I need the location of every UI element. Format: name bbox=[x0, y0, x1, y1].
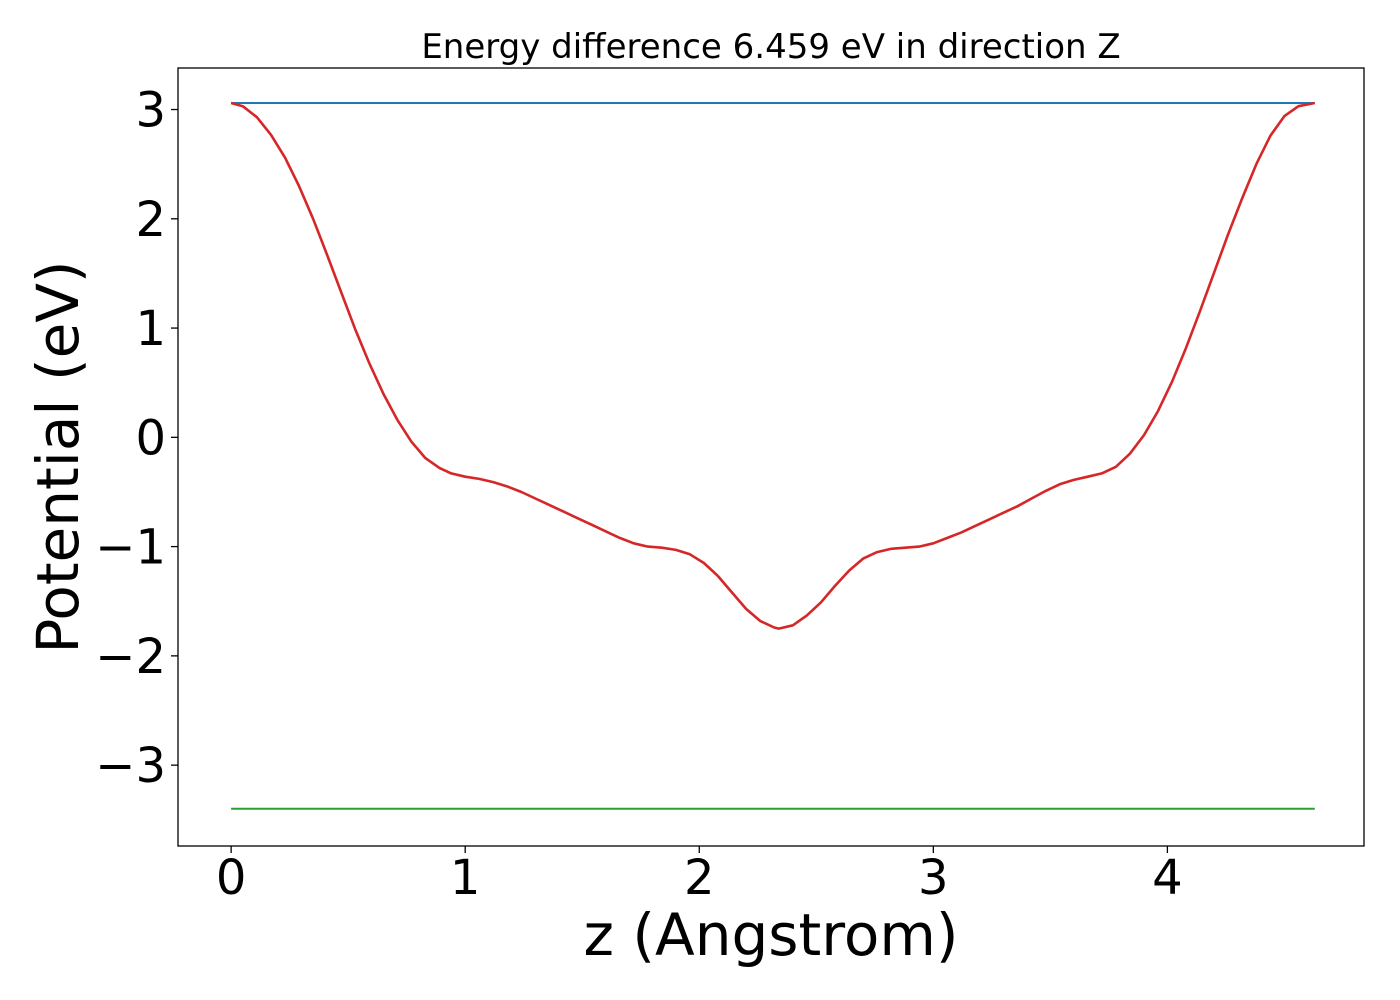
x-axis-ticks: 0 1 2 3 4 bbox=[216, 846, 1183, 906]
y-tick-label: 2 bbox=[135, 192, 166, 248]
chart-title: Energy difference 6.459 eV in direction … bbox=[421, 27, 1120, 67]
y-tick-label: −1 bbox=[95, 520, 166, 576]
x-tick-label: 4 bbox=[1152, 850, 1183, 906]
y-tick-label: 3 bbox=[135, 83, 166, 139]
y-axis-ticks: 3 2 1 0 −1 −2 −3 bbox=[95, 83, 178, 794]
x-tick-label: 0 bbox=[216, 850, 247, 906]
series-layer bbox=[230, 101, 1316, 810]
plot-frame bbox=[177, 67, 1365, 847]
x-tick-label: 1 bbox=[450, 850, 481, 906]
y-tick-label: −3 bbox=[95, 738, 166, 794]
x-tick-label: 2 bbox=[684, 850, 715, 906]
x-axis-label: z (Angstrom) bbox=[584, 901, 959, 969]
x-tick-label: 3 bbox=[918, 850, 949, 906]
y-tick-label: 1 bbox=[135, 301, 166, 357]
y-axis-label: Potential (eV) bbox=[24, 260, 92, 653]
series-line-3 bbox=[230, 101, 1316, 630]
y-tick-label: 0 bbox=[135, 410, 166, 466]
y-tick-label: −2 bbox=[95, 629, 166, 685]
